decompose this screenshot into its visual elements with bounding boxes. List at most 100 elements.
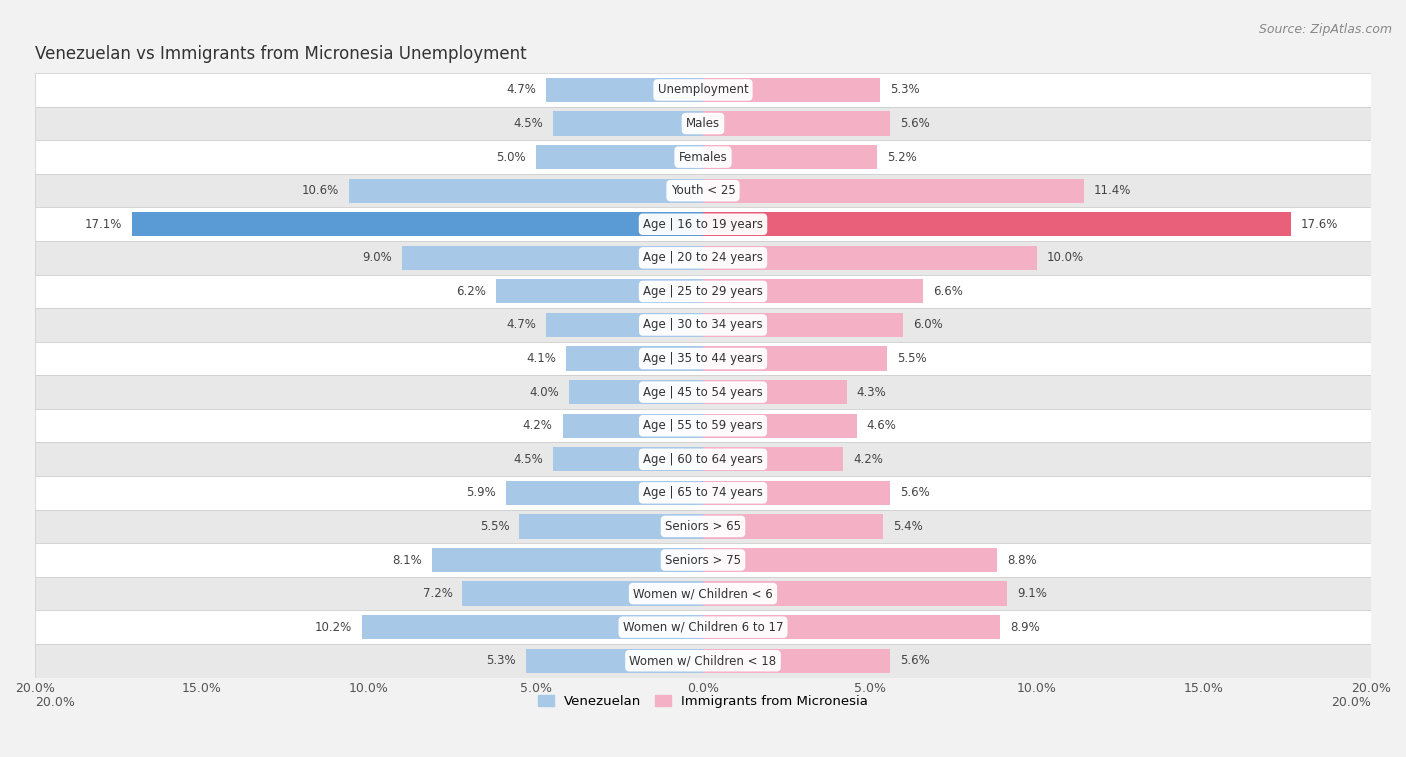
Bar	[363, 615, 703, 639]
Bar	[35, 610, 1371, 644]
Bar	[349, 179, 703, 203]
Text: Females: Females	[679, 151, 727, 164]
Bar	[132, 212, 703, 236]
Bar	[703, 615, 1000, 639]
Bar	[35, 73, 1371, 107]
Text: Seniors > 65: Seniors > 65	[665, 520, 741, 533]
Text: 5.6%: 5.6%	[900, 117, 929, 130]
Text: 5.0%: 5.0%	[496, 151, 526, 164]
Bar	[496, 279, 703, 304]
Text: Unemployment: Unemployment	[658, 83, 748, 96]
Bar	[35, 241, 1371, 275]
Bar	[463, 581, 703, 606]
Text: Males: Males	[686, 117, 720, 130]
Text: 5.9%: 5.9%	[467, 486, 496, 500]
Text: 4.7%: 4.7%	[506, 83, 536, 96]
Bar	[703, 145, 877, 170]
Text: 5.4%: 5.4%	[893, 520, 924, 533]
Bar	[703, 413, 856, 438]
Text: Age | 16 to 19 years: Age | 16 to 19 years	[643, 218, 763, 231]
Text: Source: ZipAtlas.com: Source: ZipAtlas.com	[1258, 23, 1392, 36]
Bar	[506, 481, 703, 505]
Text: Age | 20 to 24 years: Age | 20 to 24 years	[643, 251, 763, 264]
Text: 7.2%: 7.2%	[423, 587, 453, 600]
Bar	[35, 341, 1371, 375]
Text: 11.4%: 11.4%	[1094, 184, 1132, 197]
Text: Women w/ Children < 6: Women w/ Children < 6	[633, 587, 773, 600]
Text: Age | 60 to 64 years: Age | 60 to 64 years	[643, 453, 763, 466]
Text: Women w/ Children < 18: Women w/ Children < 18	[630, 654, 776, 667]
Text: 6.6%: 6.6%	[934, 285, 963, 298]
Bar	[703, 581, 1007, 606]
Text: 9.1%: 9.1%	[1017, 587, 1047, 600]
Bar	[553, 447, 703, 472]
Text: 5.3%: 5.3%	[486, 654, 516, 667]
Bar	[35, 140, 1371, 174]
Text: Youth < 25: Youth < 25	[671, 184, 735, 197]
Text: 5.5%: 5.5%	[479, 520, 509, 533]
Bar	[35, 644, 1371, 678]
Bar	[703, 279, 924, 304]
Text: 6.0%: 6.0%	[914, 319, 943, 332]
Bar	[35, 409, 1371, 443]
Bar	[536, 145, 703, 170]
Text: 4.3%: 4.3%	[856, 385, 886, 399]
Text: 10.2%: 10.2%	[315, 621, 353, 634]
Text: 4.2%: 4.2%	[853, 453, 883, 466]
Text: Age | 45 to 54 years: Age | 45 to 54 years	[643, 385, 763, 399]
Bar	[35, 544, 1371, 577]
Bar	[35, 476, 1371, 509]
Text: 17.1%: 17.1%	[84, 218, 122, 231]
Text: 17.6%: 17.6%	[1301, 218, 1339, 231]
Text: 10.6%: 10.6%	[302, 184, 339, 197]
Text: 8.1%: 8.1%	[392, 553, 422, 566]
Text: 4.1%: 4.1%	[526, 352, 555, 365]
Bar	[703, 179, 1084, 203]
Text: 5.2%: 5.2%	[887, 151, 917, 164]
Bar	[703, 212, 1291, 236]
Text: Age | 35 to 44 years: Age | 35 to 44 years	[643, 352, 763, 365]
Bar	[519, 514, 703, 538]
Bar	[433, 548, 703, 572]
Bar	[546, 78, 703, 102]
Text: 9.0%: 9.0%	[363, 251, 392, 264]
Text: 4.5%: 4.5%	[513, 117, 543, 130]
Bar	[402, 246, 703, 270]
Text: 20.0%: 20.0%	[1331, 696, 1371, 709]
Bar	[703, 514, 883, 538]
Text: Venezuelan vs Immigrants from Micronesia Unemployment: Venezuelan vs Immigrants from Micronesia…	[35, 45, 527, 64]
Bar	[562, 413, 703, 438]
Text: 8.8%: 8.8%	[1007, 553, 1036, 566]
Bar	[703, 246, 1038, 270]
Text: 4.7%: 4.7%	[506, 319, 536, 332]
Bar	[35, 275, 1371, 308]
Bar	[35, 577, 1371, 610]
Bar	[35, 207, 1371, 241]
Legend: Venezuelan, Immigrants from Micronesia: Venezuelan, Immigrants from Micronesia	[533, 689, 873, 713]
Text: 10.0%: 10.0%	[1047, 251, 1084, 264]
Text: Women w/ Children 6 to 17: Women w/ Children 6 to 17	[623, 621, 783, 634]
Bar	[546, 313, 703, 337]
Text: Age | 30 to 34 years: Age | 30 to 34 years	[643, 319, 763, 332]
Text: Seniors > 75: Seniors > 75	[665, 553, 741, 566]
Bar	[35, 174, 1371, 207]
Text: Age | 65 to 74 years: Age | 65 to 74 years	[643, 486, 763, 500]
Bar	[35, 375, 1371, 409]
Bar	[569, 380, 703, 404]
Text: 20.0%: 20.0%	[35, 696, 75, 709]
Text: 4.0%: 4.0%	[530, 385, 560, 399]
Text: 5.6%: 5.6%	[900, 486, 929, 500]
Bar	[703, 313, 904, 337]
Bar	[35, 107, 1371, 140]
Text: 4.5%: 4.5%	[513, 453, 543, 466]
Text: 5.6%: 5.6%	[900, 654, 929, 667]
Text: 6.2%: 6.2%	[456, 285, 486, 298]
Bar	[703, 649, 890, 673]
Bar	[703, 481, 890, 505]
Text: Age | 55 to 59 years: Age | 55 to 59 years	[643, 419, 763, 432]
Bar	[35, 443, 1371, 476]
Text: 8.9%: 8.9%	[1011, 621, 1040, 634]
Text: 5.5%: 5.5%	[897, 352, 927, 365]
Bar	[567, 347, 703, 371]
Bar	[703, 111, 890, 136]
